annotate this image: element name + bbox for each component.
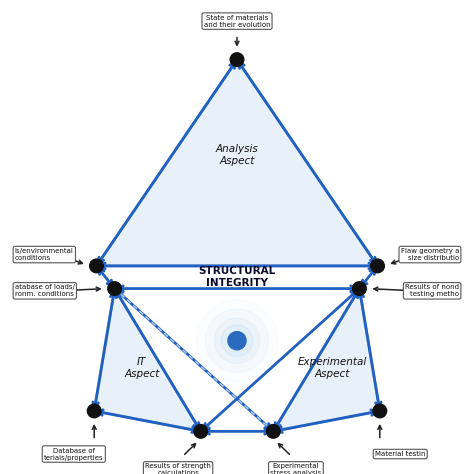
Circle shape bbox=[214, 318, 260, 364]
Circle shape bbox=[371, 259, 384, 273]
Text: atabase of loads/
ronm. conditions: atabase of loads/ ronm. conditions bbox=[15, 284, 75, 297]
Circle shape bbox=[194, 425, 208, 438]
Circle shape bbox=[373, 404, 387, 418]
Circle shape bbox=[108, 282, 121, 295]
Text: ls/environmental
conditions: ls/environmental conditions bbox=[15, 248, 74, 261]
Text: Material testin: Material testin bbox=[375, 451, 426, 457]
Circle shape bbox=[205, 309, 269, 373]
Polygon shape bbox=[273, 289, 380, 431]
Circle shape bbox=[228, 332, 246, 350]
Text: STRUCTURAL
INTEGRITY: STRUCTURAL INTEGRITY bbox=[199, 266, 275, 288]
Text: Database of
terials/properties: Database of terials/properties bbox=[44, 447, 104, 461]
Text: Experimental
stress analysis: Experimental stress analysis bbox=[270, 464, 321, 474]
Circle shape bbox=[221, 325, 253, 356]
Circle shape bbox=[90, 259, 103, 273]
Text: Results of nond
testing metho: Results of nond testing metho bbox=[405, 284, 459, 297]
Circle shape bbox=[353, 282, 366, 295]
Circle shape bbox=[230, 53, 244, 66]
Polygon shape bbox=[94, 289, 201, 431]
Text: IT
Aspect: IT Aspect bbox=[124, 357, 159, 379]
Circle shape bbox=[87, 404, 101, 418]
Text: Experimental
Aspect: Experimental Aspect bbox=[298, 357, 367, 379]
Text: Flaw geometry a
size distributio: Flaw geometry a size distributio bbox=[401, 248, 459, 261]
Circle shape bbox=[266, 425, 280, 438]
Text: Results of strength
calculations: Results of strength calculations bbox=[145, 464, 211, 474]
Text: Analysis
Aspect: Analysis Aspect bbox=[216, 144, 258, 165]
Polygon shape bbox=[97, 60, 377, 266]
Text: State of materials
and their evolution: State of materials and their evolution bbox=[204, 15, 270, 27]
